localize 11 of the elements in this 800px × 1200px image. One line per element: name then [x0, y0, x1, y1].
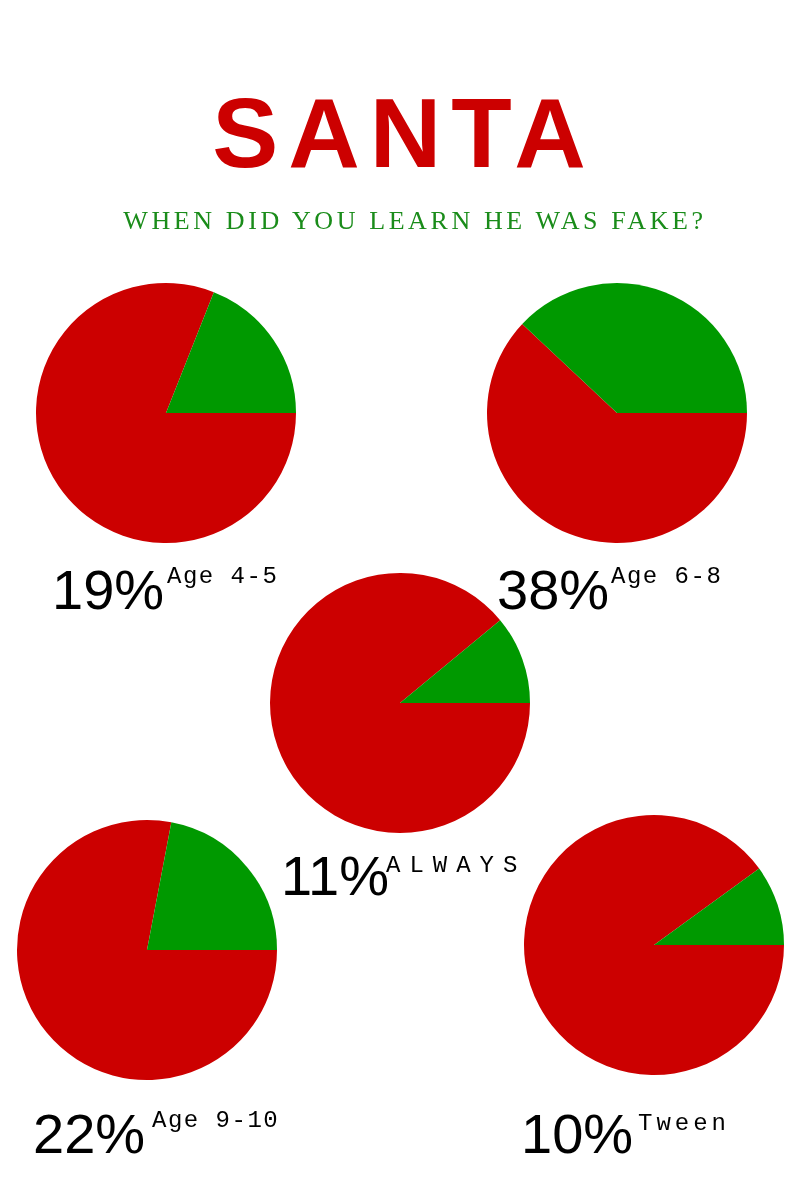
text: 10%	[521, 1102, 634, 1165]
text: 19%	[52, 558, 165, 621]
text: 38%	[497, 558, 610, 621]
text: Tween	[638, 1110, 731, 1137]
text: WHEN DID YOU LEARN HE WAS FAKE?	[122, 206, 708, 236]
text: 22%	[33, 1102, 146, 1165]
text: Age 4-5	[167, 563, 279, 590]
text: SANTA	[211, 77, 597, 188]
text: Age 6-8	[611, 563, 723, 590]
text: Age 9-10	[152, 1107, 280, 1134]
text: ALWAYS	[386, 852, 527, 879]
